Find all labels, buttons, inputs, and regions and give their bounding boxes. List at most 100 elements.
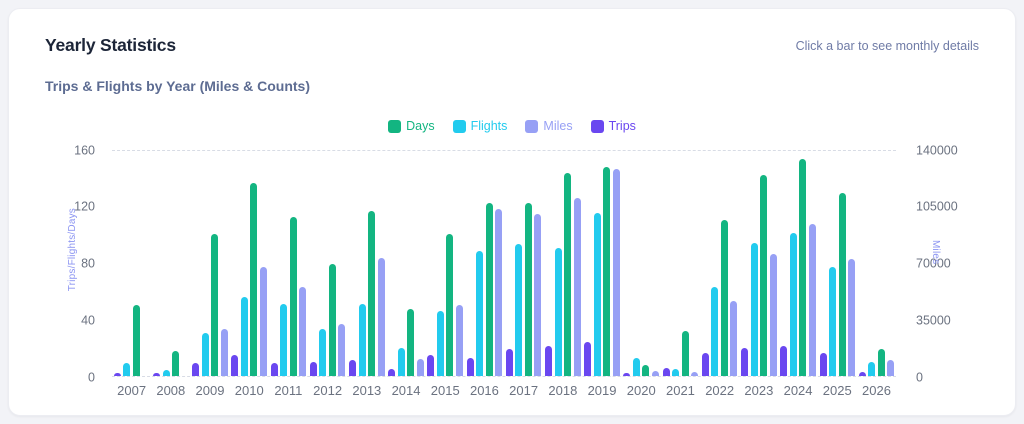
bar-trips-2026[interactable] <box>858 371 866 376</box>
bar-flights-2015[interactable] <box>436 310 444 376</box>
year-group-2025[interactable] <box>818 151 857 376</box>
bar-miles-2015[interactable] <box>455 304 463 376</box>
bar-trips-2019[interactable] <box>584 342 592 376</box>
bar-miles-2022[interactable] <box>730 301 738 376</box>
bar-miles-2010[interactable] <box>259 267 267 376</box>
year-group-2021[interactable] <box>661 151 700 376</box>
bar-days-2014[interactable] <box>407 309 415 376</box>
bar-trips-2014[interactable] <box>388 368 396 376</box>
legend-item-trips[interactable]: Trips <box>590 119 636 133</box>
bar-days-2016[interactable] <box>485 202 493 376</box>
year-group-2008[interactable] <box>151 151 190 376</box>
year-group-2019[interactable] <box>582 151 621 376</box>
bar-days-2018[interactable] <box>564 173 572 376</box>
bar-days-2019[interactable] <box>603 167 611 376</box>
bar-days-2017[interactable] <box>524 202 532 376</box>
year-group-2011[interactable] <box>269 151 308 376</box>
bar-trips-2009[interactable] <box>192 363 200 376</box>
bar-trips-2011[interactable] <box>270 363 278 376</box>
bar-trips-2010[interactable] <box>231 354 239 376</box>
bar-trips-2013[interactable] <box>349 360 357 376</box>
bar-flights-2012[interactable] <box>319 329 327 376</box>
bar-miles-2020[interactable] <box>651 371 659 376</box>
bar-miles-2014[interactable] <box>416 359 424 376</box>
year-group-2023[interactable] <box>739 151 778 376</box>
bar-miles-2011[interactable] <box>299 286 307 376</box>
bar-flights-2011[interactable] <box>280 303 288 376</box>
year-group-2013[interactable] <box>347 151 386 376</box>
bar-days-2010[interactable] <box>250 183 258 376</box>
legend-item-flights[interactable]: Flights <box>452 119 507 133</box>
bar-flights-2009[interactable] <box>201 333 209 376</box>
bar-trips-2020[interactable] <box>623 373 631 376</box>
bar-days-2020[interactable] <box>642 364 650 376</box>
bar-trips-2021[interactable] <box>662 367 670 376</box>
bar-flights-2010[interactable] <box>240 296 248 376</box>
bar-flights-2021[interactable] <box>672 368 680 376</box>
bar-days-2024[interactable] <box>799 158 807 376</box>
bar-trips-2016[interactable] <box>466 357 474 376</box>
legend-item-miles[interactable]: Miles <box>525 119 573 133</box>
legend-item-days[interactable]: Days <box>388 119 435 133</box>
bar-flights-2024[interactable] <box>789 232 797 376</box>
bar-miles-2012[interactable] <box>338 324 346 376</box>
bar-trips-2012[interactable] <box>309 361 317 376</box>
bar-flights-2018[interactable] <box>554 248 562 376</box>
bar-flights-2026[interactable] <box>868 361 876 376</box>
year-group-2020[interactable] <box>622 151 661 376</box>
bar-flights-2016[interactable] <box>476 251 484 376</box>
bar-days-2025[interactable] <box>838 193 846 376</box>
bar-miles-2023[interactable] <box>769 254 777 376</box>
year-group-2007[interactable] <box>112 151 151 376</box>
bar-flights-2020[interactable] <box>632 357 640 376</box>
bar-miles-2025[interactable] <box>848 259 855 376</box>
bar-flights-2014[interactable] <box>397 347 405 376</box>
bar-trips-2025[interactable] <box>819 353 827 376</box>
bar-trips-2018[interactable] <box>545 346 553 376</box>
bar-miles-2026[interactable] <box>887 359 895 376</box>
year-group-2012[interactable] <box>308 151 347 376</box>
year-group-2018[interactable] <box>543 151 582 376</box>
year-group-2017[interactable] <box>504 151 543 376</box>
bar-flights-2022[interactable] <box>711 286 719 376</box>
bar-days-2012[interactable] <box>328 263 336 376</box>
bar-days-2009[interactable] <box>211 234 219 376</box>
bar-flights-2013[interactable] <box>358 303 366 376</box>
bar-days-2021[interactable] <box>681 330 689 376</box>
bar-trips-2008[interactable] <box>153 373 161 376</box>
bar-trips-2007[interactable] <box>113 373 121 376</box>
bar-days-2008[interactable] <box>172 350 180 376</box>
bar-trips-2017[interactable] <box>505 349 513 376</box>
bar-miles-2024[interactable] <box>808 223 816 376</box>
bar-flights-2023[interactable] <box>750 242 758 376</box>
bar-days-2022[interactable] <box>720 219 728 376</box>
bar-miles-2009[interactable] <box>220 329 228 376</box>
bar-miles-2019[interactable] <box>612 168 620 376</box>
bar-days-2015[interactable] <box>446 234 454 376</box>
bar-trips-2024[interactable] <box>780 346 788 376</box>
bar-miles-2017[interactable] <box>534 213 542 376</box>
bar-days-2026[interactable] <box>877 349 885 376</box>
bar-miles-2013[interactable] <box>377 257 385 376</box>
bar-miles-2021[interactable] <box>691 371 699 376</box>
year-group-2022[interactable] <box>700 151 739 376</box>
year-group-2010[interactable] <box>230 151 269 376</box>
bar-days-2013[interactable] <box>368 211 376 376</box>
bar-days-2011[interactable] <box>289 217 297 376</box>
bar-flights-2017[interactable] <box>515 244 523 376</box>
bar-flights-2019[interactable] <box>593 212 601 376</box>
bar-trips-2015[interactable] <box>427 354 435 376</box>
bar-days-2007[interactable] <box>132 305 140 376</box>
year-group-2024[interactable] <box>778 151 817 376</box>
bar-flights-2007[interactable] <box>123 363 131 376</box>
bar-trips-2023[interactable] <box>741 347 749 376</box>
year-group-2009[interactable] <box>190 151 229 376</box>
year-group-2014[interactable] <box>386 151 425 376</box>
bar-flights-2025[interactable] <box>829 266 836 376</box>
bar-miles-2018[interactable] <box>573 197 581 376</box>
year-group-2026[interactable] <box>857 151 896 376</box>
year-group-2016[interactable] <box>465 151 504 376</box>
bar-days-2023[interactable] <box>760 174 768 376</box>
bar-trips-2022[interactable] <box>701 353 709 376</box>
bar-flights-2008[interactable] <box>162 370 170 376</box>
